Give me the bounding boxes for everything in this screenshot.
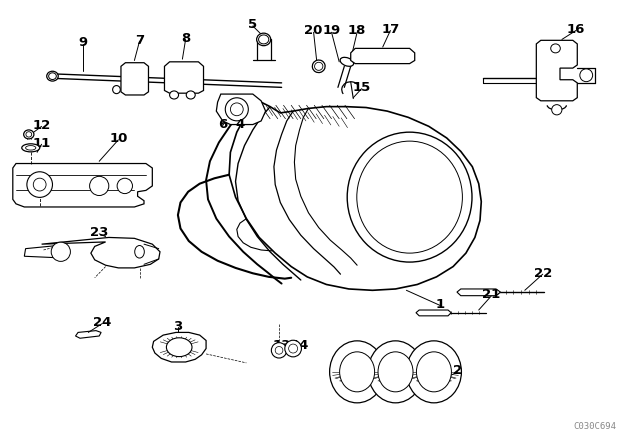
- Ellipse shape: [340, 57, 354, 66]
- Circle shape: [128, 80, 141, 92]
- Circle shape: [27, 172, 52, 198]
- Text: 12: 12: [33, 119, 51, 132]
- Circle shape: [289, 344, 298, 353]
- Text: 4: 4: [236, 118, 244, 131]
- Text: 16: 16: [567, 22, 585, 36]
- Circle shape: [90, 177, 109, 195]
- Ellipse shape: [257, 33, 271, 46]
- Ellipse shape: [357, 141, 463, 253]
- Text: 6: 6: [218, 118, 227, 131]
- Circle shape: [285, 340, 301, 357]
- Ellipse shape: [550, 44, 561, 53]
- Polygon shape: [457, 289, 500, 296]
- Circle shape: [51, 242, 70, 261]
- Ellipse shape: [135, 246, 145, 258]
- Circle shape: [186, 65, 198, 77]
- Polygon shape: [229, 99, 481, 290]
- Circle shape: [173, 65, 186, 77]
- Polygon shape: [351, 48, 415, 64]
- Ellipse shape: [378, 352, 413, 392]
- Ellipse shape: [166, 338, 192, 357]
- Ellipse shape: [186, 91, 195, 99]
- Text: 18: 18: [348, 24, 366, 37]
- Text: 20: 20: [305, 24, 323, 37]
- Circle shape: [390, 50, 403, 62]
- Circle shape: [230, 103, 243, 116]
- Text: 13: 13: [273, 339, 291, 353]
- Circle shape: [128, 65, 141, 78]
- Circle shape: [271, 343, 287, 358]
- Circle shape: [225, 98, 248, 121]
- Text: 5: 5: [248, 18, 257, 31]
- Text: 1: 1: [436, 298, 445, 311]
- Ellipse shape: [340, 352, 374, 392]
- Circle shape: [275, 346, 283, 354]
- Ellipse shape: [22, 144, 40, 152]
- Polygon shape: [76, 331, 101, 338]
- Ellipse shape: [259, 35, 269, 44]
- Text: 3: 3: [173, 319, 182, 333]
- Ellipse shape: [170, 91, 179, 99]
- Polygon shape: [24, 246, 64, 258]
- Polygon shape: [416, 310, 451, 316]
- Text: 21: 21: [483, 288, 500, 302]
- Ellipse shape: [315, 62, 323, 70]
- Ellipse shape: [24, 130, 34, 139]
- Ellipse shape: [113, 86, 120, 94]
- Ellipse shape: [406, 341, 461, 403]
- Polygon shape: [164, 62, 204, 93]
- Circle shape: [552, 105, 562, 115]
- Polygon shape: [216, 94, 266, 125]
- Polygon shape: [121, 63, 148, 95]
- Polygon shape: [152, 332, 206, 362]
- Ellipse shape: [47, 71, 58, 81]
- Ellipse shape: [368, 341, 423, 403]
- Text: 8: 8: [181, 31, 190, 45]
- Text: 7: 7: [135, 34, 144, 47]
- Text: 11: 11: [33, 137, 51, 150]
- Text: 24: 24: [93, 316, 111, 329]
- Text: 10: 10: [109, 132, 127, 146]
- Circle shape: [186, 79, 198, 91]
- Ellipse shape: [312, 60, 325, 73]
- Text: 17: 17: [381, 22, 399, 36]
- Text: 9: 9: [79, 36, 88, 49]
- Polygon shape: [13, 164, 152, 207]
- Ellipse shape: [417, 352, 451, 392]
- Polygon shape: [536, 40, 577, 101]
- Text: C030C694: C030C694: [573, 422, 616, 431]
- Ellipse shape: [348, 132, 472, 262]
- Ellipse shape: [26, 132, 31, 137]
- Text: 15: 15: [353, 81, 371, 94]
- Circle shape: [173, 79, 186, 91]
- Text: 2: 2: [453, 364, 462, 378]
- Text: 23: 23: [90, 226, 108, 240]
- Ellipse shape: [49, 73, 56, 80]
- Text: 22: 22: [534, 267, 552, 280]
- Circle shape: [360, 50, 372, 62]
- Ellipse shape: [26, 146, 36, 150]
- Circle shape: [580, 69, 593, 82]
- Text: 14: 14: [291, 339, 308, 353]
- Circle shape: [33, 178, 46, 191]
- Circle shape: [117, 178, 132, 194]
- Ellipse shape: [330, 341, 385, 403]
- Text: 19: 19: [323, 24, 340, 37]
- Polygon shape: [42, 237, 160, 268]
